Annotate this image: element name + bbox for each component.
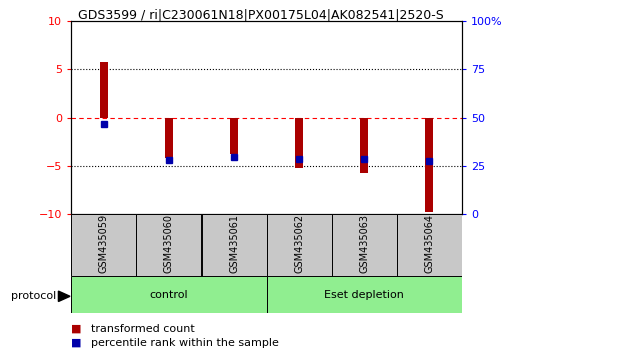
Text: Eset depletion: Eset depletion — [324, 290, 404, 300]
Text: percentile rank within the sample: percentile rank within the sample — [91, 338, 279, 348]
Bar — [267, 276, 462, 313]
Text: GSM435059: GSM435059 — [99, 214, 109, 274]
Text: GSM435061: GSM435061 — [229, 215, 239, 273]
Text: GSM435060: GSM435060 — [164, 215, 174, 273]
Bar — [295, 118, 303, 168]
Bar — [425, 118, 433, 212]
Text: GSM435062: GSM435062 — [294, 214, 304, 274]
Bar — [360, 118, 368, 173]
Bar — [202, 214, 267, 276]
Text: control: control — [149, 290, 188, 300]
Text: GDS3599 / ri|C230061N18|PX00175L04|AK082541|2520-S: GDS3599 / ri|C230061N18|PX00175L04|AK082… — [78, 9, 443, 22]
Text: GSM435063: GSM435063 — [359, 215, 370, 273]
Text: ■: ■ — [71, 338, 82, 348]
Bar — [136, 214, 202, 276]
Text: GSM435064: GSM435064 — [424, 215, 435, 273]
Bar — [71, 214, 136, 276]
Text: transformed count: transformed count — [91, 324, 195, 333]
Bar — [165, 118, 173, 158]
Bar — [397, 214, 462, 276]
Bar — [332, 214, 397, 276]
Text: protocol: protocol — [11, 291, 56, 301]
Bar — [100, 62, 108, 118]
Bar — [267, 214, 332, 276]
Bar — [230, 118, 238, 154]
Polygon shape — [58, 291, 70, 302]
Text: ■: ■ — [71, 324, 82, 333]
Bar — [71, 276, 267, 313]
